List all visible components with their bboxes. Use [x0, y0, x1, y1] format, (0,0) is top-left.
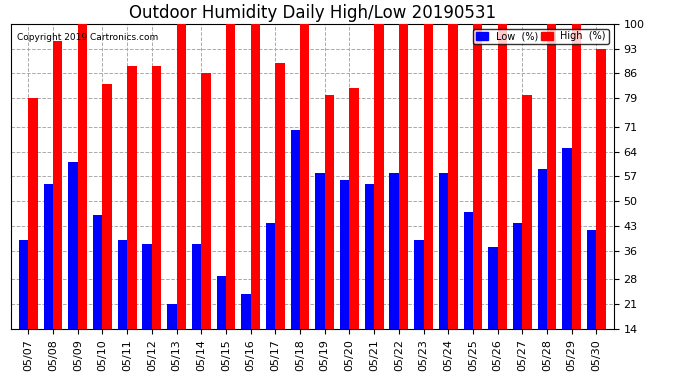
Bar	[464, 212, 473, 329]
Bar	[562, 148, 572, 329]
Bar	[152, 66, 161, 329]
Legend: Low  (%), High  (%): Low (%), High (%)	[473, 28, 609, 44]
Bar	[28, 98, 38, 329]
Bar	[374, 24, 384, 329]
Bar	[68, 162, 78, 329]
Bar	[118, 240, 127, 329]
Bar	[275, 63, 285, 329]
Bar	[572, 24, 581, 329]
Bar	[93, 216, 102, 329]
Bar	[424, 24, 433, 329]
Bar	[489, 248, 497, 329]
Title: Outdoor Humidity Daily High/Low 20190531: Outdoor Humidity Daily High/Low 20190531	[129, 4, 496, 22]
Bar	[300, 24, 309, 329]
Bar	[167, 304, 177, 329]
Bar	[340, 180, 349, 329]
Bar	[19, 240, 28, 329]
Bar	[217, 276, 226, 329]
Bar	[250, 24, 260, 329]
Bar	[78, 24, 87, 329]
Bar	[513, 223, 522, 329]
Bar	[473, 24, 482, 329]
Bar	[127, 66, 137, 329]
Bar	[439, 173, 449, 329]
Bar	[522, 95, 532, 329]
Bar	[226, 24, 235, 329]
Bar	[43, 183, 53, 329]
Bar	[349, 88, 359, 329]
Bar	[53, 42, 62, 329]
Bar	[587, 230, 596, 329]
Bar	[414, 240, 424, 329]
Bar	[538, 170, 547, 329]
Bar	[102, 84, 112, 329]
Bar	[325, 95, 334, 329]
Bar	[290, 130, 300, 329]
Bar	[497, 24, 507, 329]
Bar	[192, 244, 201, 329]
Bar	[315, 173, 325, 329]
Bar	[241, 294, 250, 329]
Bar	[399, 24, 408, 329]
Bar	[177, 24, 186, 329]
Bar	[142, 244, 152, 329]
Bar	[201, 74, 210, 329]
Text: Copyright 2019 Cartronics.com: Copyright 2019 Cartronics.com	[17, 33, 158, 42]
Bar	[596, 49, 606, 329]
Bar	[547, 24, 556, 329]
Bar	[448, 24, 457, 329]
Bar	[365, 183, 374, 329]
Bar	[266, 223, 275, 329]
Bar	[389, 173, 399, 329]
